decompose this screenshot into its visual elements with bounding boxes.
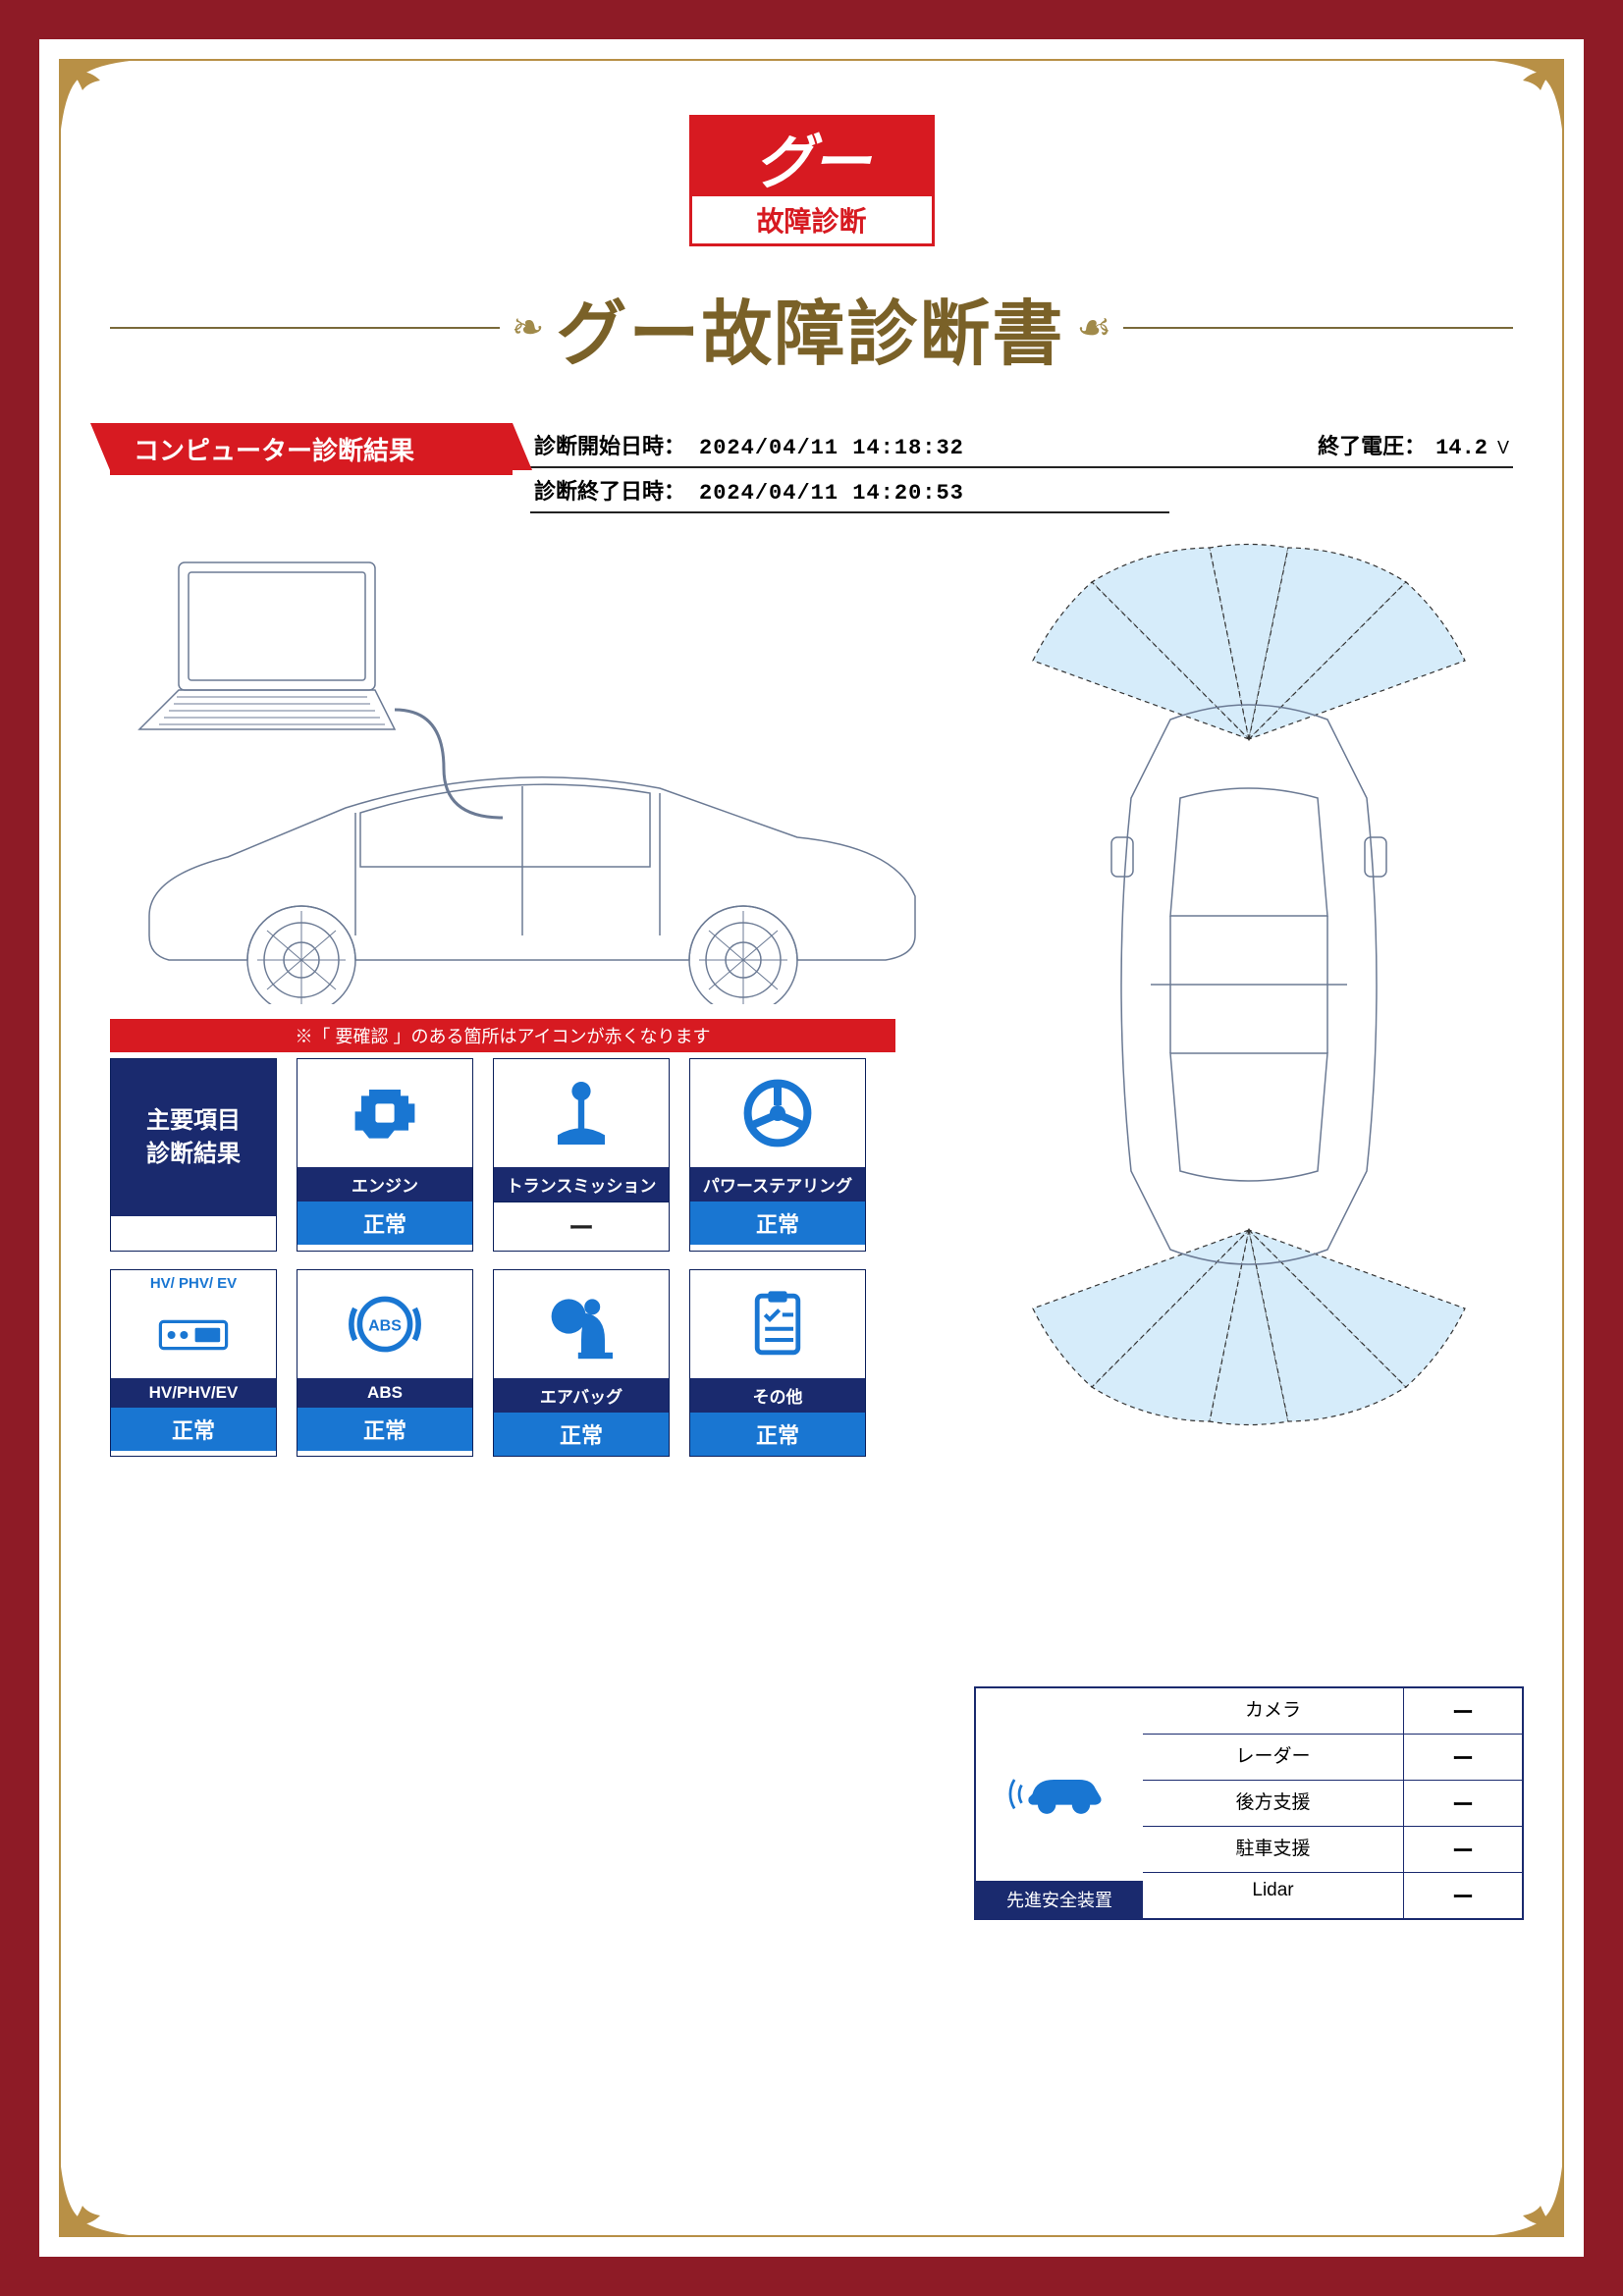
clipboard-icon — [690, 1270, 865, 1378]
diagnostic-meta: 診断開始日時 2024/04/11 14:18:32 終了電圧 14.2 V 診… — [530, 423, 1513, 513]
diagram-left-column: ※「 要確認 」のある箇所はアイコンが赤くなります 主要項目 診断結果 エンジン… — [110, 543, 935, 1457]
safety-row-parking: 駐車支援 ー — [1143, 1827, 1522, 1873]
voltage-label: 終了電圧 — [1318, 429, 1426, 460]
tile-power-steering: パワーステアリング 正常 — [689, 1058, 866, 1252]
title-divider-right — [1123, 327, 1513, 329]
tile-airbag: エアバッグ 正常 — [493, 1269, 670, 1457]
title-divider-left — [110, 327, 500, 329]
safety-row-lidar: Lidar ー — [1143, 1873, 1522, 1918]
title-flourish-right: ☙ — [1076, 305, 1111, 350]
safety-radar-value: ー — [1404, 1735, 1522, 1780]
section-tab: コンピューター診断結果 — [110, 423, 513, 475]
tile-airbag-label: エアバッグ — [494, 1378, 669, 1413]
tile-hvev-status: 正常 — [111, 1408, 276, 1451]
results-grid-row2: HV/ PHV/ EV HV/PHV/EV 正常 ABS ABS 正常 — [110, 1269, 895, 1457]
tile-abs-status: 正常 — [298, 1408, 472, 1451]
title-flourish-left: ❧ — [512, 305, 545, 350]
safety-equipment-block: 先進安全装置 カメラ ー レーダー ー 後方支援 ー — [974, 1686, 1524, 1920]
brand-logo-top: グー — [692, 118, 932, 196]
brand-logo: グー 故障診断 — [689, 115, 935, 246]
safety-rear-label: 後方支援 — [1143, 1781, 1404, 1826]
car-radar-icon — [976, 1688, 1143, 1881]
airbag-icon — [494, 1270, 669, 1378]
diagram-right-column: 先進安全装置 カメラ ー レーダー ー 後方支援 ー — [974, 543, 1524, 1920]
tile-engine-label: エンジン — [298, 1167, 472, 1201]
start-time-label: 診断開始日時 — [534, 429, 685, 460]
voltage-value: 14.2 — [1435, 436, 1488, 460]
tile-engine: エンジン 正常 — [297, 1058, 473, 1252]
document-title-row: ❧ グー故障診断書 ☙ — [110, 276, 1513, 379]
meta-line-end: 診断終了日時 2024/04/11 14:20:53 — [530, 468, 1169, 513]
diagram-area: ※「 要確認 」のある箇所はアイコンが赤くなります 主要項目 診断結果 エンジン… — [110, 543, 1513, 1920]
results-block: ※「 要確認 」のある箇所はアイコンが赤くなります 主要項目 診断結果 エンジン… — [110, 1019, 895, 1457]
voltage-unit: V — [1497, 438, 1509, 458]
end-time-value: 2024/04/11 14:20:53 — [699, 481, 964, 506]
tile-other-label: その他 — [690, 1378, 865, 1413]
results-banner: ※「 要確認 」のある箇所はアイコンが赤くなります — [110, 1019, 895, 1052]
start-time-value: 2024/04/11 14:18:32 — [699, 436, 964, 460]
tile-abs-label: ABS — [298, 1378, 472, 1408]
svg-text:ABS: ABS — [368, 1317, 402, 1334]
brand-logo-subtitle: 故障診断 — [692, 196, 932, 243]
safety-table: カメラ ー レーダー ー 後方支援 ー 駐車支援 ー — [1143, 1688, 1522, 1918]
tile-hvev-label: HV/PHV/EV — [111, 1378, 276, 1408]
results-grid-row1: 主要項目 診断結果 エンジン 正常 — [110, 1058, 895, 1252]
tile-transmission-status: ー — [494, 1201, 669, 1251]
tile-other-status: 正常 — [690, 1413, 865, 1456]
safety-title: 先進安全装置 — [976, 1881, 1143, 1918]
safety-lidar-label: Lidar — [1143, 1873, 1404, 1918]
results-header-label: 主要項目 診断結果 — [111, 1059, 276, 1216]
abs-icon: ABS — [298, 1270, 472, 1378]
safety-radar-label: レーダー — [1143, 1735, 1404, 1780]
safety-left-panel: 先進安全装置 — [976, 1688, 1143, 1918]
brand-logo-script: グー — [755, 115, 869, 200]
engine-icon — [298, 1059, 472, 1167]
transmission-icon — [494, 1059, 669, 1167]
safety-row-camera: カメラ ー — [1143, 1688, 1522, 1735]
tile-airbag-status: 正常 — [494, 1413, 669, 1456]
safety-lidar-value: ー — [1404, 1873, 1522, 1918]
safety-rear-value: ー — [1404, 1781, 1522, 1826]
car-side-diagram — [110, 543, 935, 1004]
page-content: グー 故障診断 ❧ グー故障診断書 ☙ コンピューター診断結果 診断開始日時 2… — [61, 61, 1562, 2235]
steering-wheel-icon — [690, 1059, 865, 1167]
tile-other: その他 正常 — [689, 1269, 866, 1457]
tile-hvev: HV/ PHV/ EV HV/PHV/EV 正常 — [110, 1269, 277, 1457]
safety-row-rear: 後方支援 ー — [1143, 1781, 1522, 1827]
tile-steering-status: 正常 — [690, 1201, 865, 1245]
tile-transmission: トランスミッション ー — [493, 1058, 670, 1252]
tile-abs: ABS ABS 正常 — [297, 1269, 473, 1457]
car-top-sensor-diagram — [974, 543, 1524, 1426]
section-header: コンピューター診断結果 診断開始日時 2024/04/11 14:18:32 終… — [110, 423, 1513, 513]
meta-line-start: 診断開始日時 2024/04/11 14:18:32 終了電圧 14.2 V — [530, 423, 1513, 468]
tile-transmission-label: トランスミッション — [494, 1167, 669, 1201]
tile-steering-label: パワーステアリング — [690, 1167, 865, 1201]
end-time-label: 診断終了日時 — [534, 474, 685, 506]
safety-parking-value: ー — [1404, 1827, 1522, 1872]
hvev-icon: HV/ PHV/ EV — [111, 1270, 276, 1378]
document-title: グー故障診断書 — [556, 276, 1064, 379]
safety-row-radar: レーダー ー — [1143, 1735, 1522, 1781]
results-header-tile: 主要項目 診断結果 — [110, 1058, 277, 1252]
safety-camera-label: カメラ — [1143, 1688, 1404, 1734]
safety-parking-label: 駐車支援 — [1143, 1827, 1404, 1872]
safety-camera-value: ー — [1404, 1688, 1522, 1734]
tile-engine-status: 正常 — [298, 1201, 472, 1245]
